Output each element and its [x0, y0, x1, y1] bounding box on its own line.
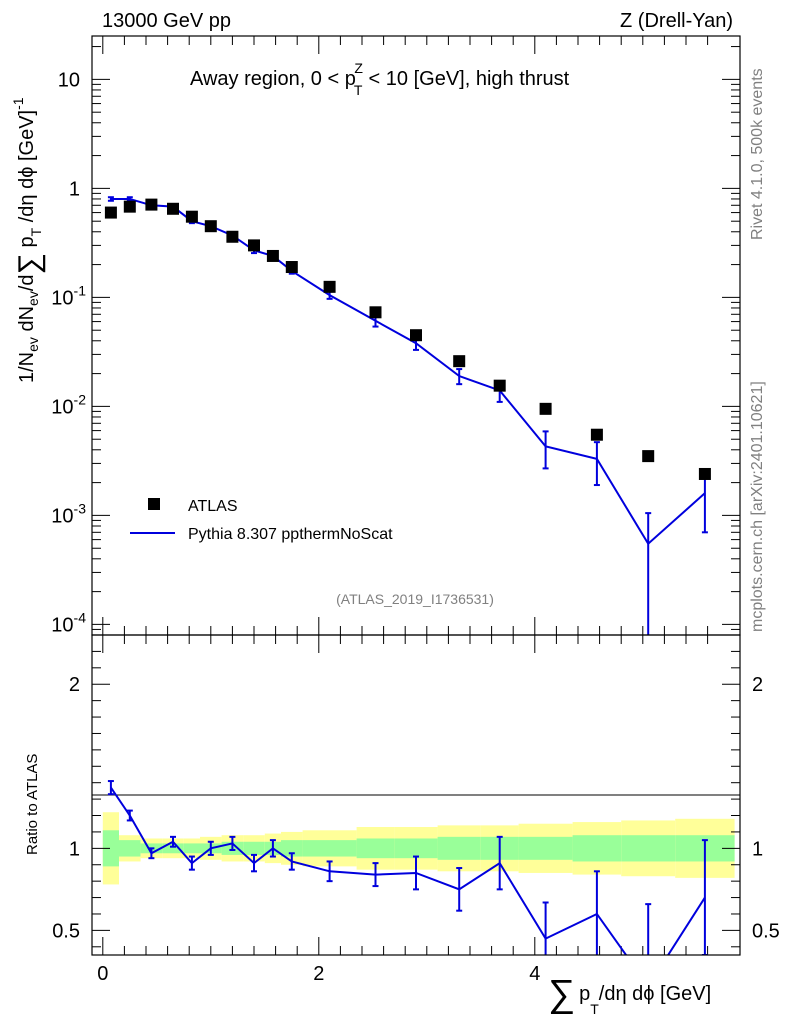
- main-ytick-label: 10: [58, 69, 80, 91]
- ratio-band-inner: [281, 840, 303, 857]
- atlas-data-point: [590, 428, 603, 441]
- ratio-band-inner: [356, 838, 395, 859]
- main-title: Away region, 0 < pTZ < 10 [GeV], high th…: [190, 60, 570, 98]
- main-axis-ticks: 10 1 10-1 10-2 10-3 10-4: [51, 46, 740, 636]
- main-ytick-label: 10-4: [51, 609, 86, 636]
- ratio-ylabel: Ratio to ATLAS: [24, 754, 41, 855]
- main-ytick-label: 10-2: [51, 391, 86, 418]
- main-ytick-label: 10-1: [51, 282, 86, 309]
- atlas-data-point: [266, 249, 279, 262]
- mc-line: [110, 197, 706, 546]
- atlas-data-point: [104, 206, 117, 219]
- atlas-data-point: [453, 355, 466, 368]
- x-tick-label: 4: [529, 963, 540, 985]
- ratio-axis-ticks: 0.5 0.5 1 1 2 2: [52, 650, 780, 948]
- x-axis-ticks: 0 2 4: [97, 36, 709, 985]
- header-right: Z (Drell-Yan): [620, 10, 733, 32]
- ratio-band-inner: [102, 830, 119, 867]
- atlas-data-point: [123, 200, 136, 213]
- ratio-band-inner: [183, 843, 200, 854]
- legend-mc-label: Pythia 8.307 ppthermNoScat: [188, 526, 393, 543]
- ratio-band-inner: [572, 835, 622, 862]
- ratio-band-inner: [162, 843, 184, 854]
- ratio-clipped-group: [107, 780, 708, 955]
- mcplots-label: mcplots.cern.ch [arXiv:2401.10621]: [749, 381, 766, 632]
- atlas-data-point: [698, 467, 711, 480]
- ratio-uncertainty-bands: [102, 812, 735, 885]
- atlas-data-point: [285, 261, 298, 274]
- atlas-data-point: [248, 239, 260, 252]
- main-series: [104, 196, 711, 635]
- ratio-band-inner: [302, 840, 357, 857]
- ratio-series: [107, 780, 708, 955]
- atlas-data-point: [493, 379, 506, 392]
- main-ytick-label: 1: [69, 178, 80, 200]
- main-ytick-label: 10-3: [51, 500, 86, 527]
- ratio-ytick-label-right: 2: [752, 674, 763, 696]
- ratio-ytick-label: 2: [69, 674, 80, 696]
- atlas-data-point: [642, 450, 655, 463]
- atlas-data-point: [410, 329, 422, 342]
- main-ylabel: 1/Nev dNev/d∑ pT /dη dϕ [GeV]-1: [10, 97, 46, 383]
- ratio-plot-frame: [91, 634, 741, 956]
- ratio-band-inner: [394, 838, 438, 859]
- legend-data-marker: [148, 498, 160, 510]
- x-tick-label: 2: [313, 963, 324, 985]
- ratio-band-inner: [621, 835, 676, 862]
- x-axis-label: ∑ pT/dη dϕ [GeV]: [548, 973, 711, 1017]
- rivet-label: Rivet 4.1.0, 500k events: [749, 68, 766, 240]
- atlas-data-point: [185, 210, 198, 223]
- atlas-data-point: [323, 280, 336, 293]
- ratio-ytick-label-right: 0.5: [752, 920, 780, 942]
- analysis-id: (ATLAS_2019_I1736531): [336, 591, 494, 607]
- legend-data-label: ATLAS: [188, 498, 238, 515]
- atlas-data-point: [369, 306, 382, 319]
- mc-ratio-line: [110, 787, 706, 955]
- atlas-data-point: [226, 230, 239, 243]
- ratio-band-inner: [119, 840, 141, 857]
- atlas-data-point: [167, 202, 179, 215]
- ratio-band-inner: [437, 836, 481, 860]
- ratio-band-inner: [518, 836, 573, 860]
- atlas-data-point: [204, 220, 217, 233]
- header-left: 13000 GeV pp: [102, 10, 231, 32]
- ratio-ytick-label-right: 1: [752, 838, 763, 860]
- x-tick-label: 0: [97, 963, 108, 985]
- ratio-ytick-label: 1: [69, 838, 80, 860]
- ratio-band-inner: [243, 841, 265, 855]
- atlas-data-point: [145, 198, 158, 211]
- ratio-ytick-label: 0.5: [52, 920, 80, 942]
- atlas-data-point: [539, 402, 552, 415]
